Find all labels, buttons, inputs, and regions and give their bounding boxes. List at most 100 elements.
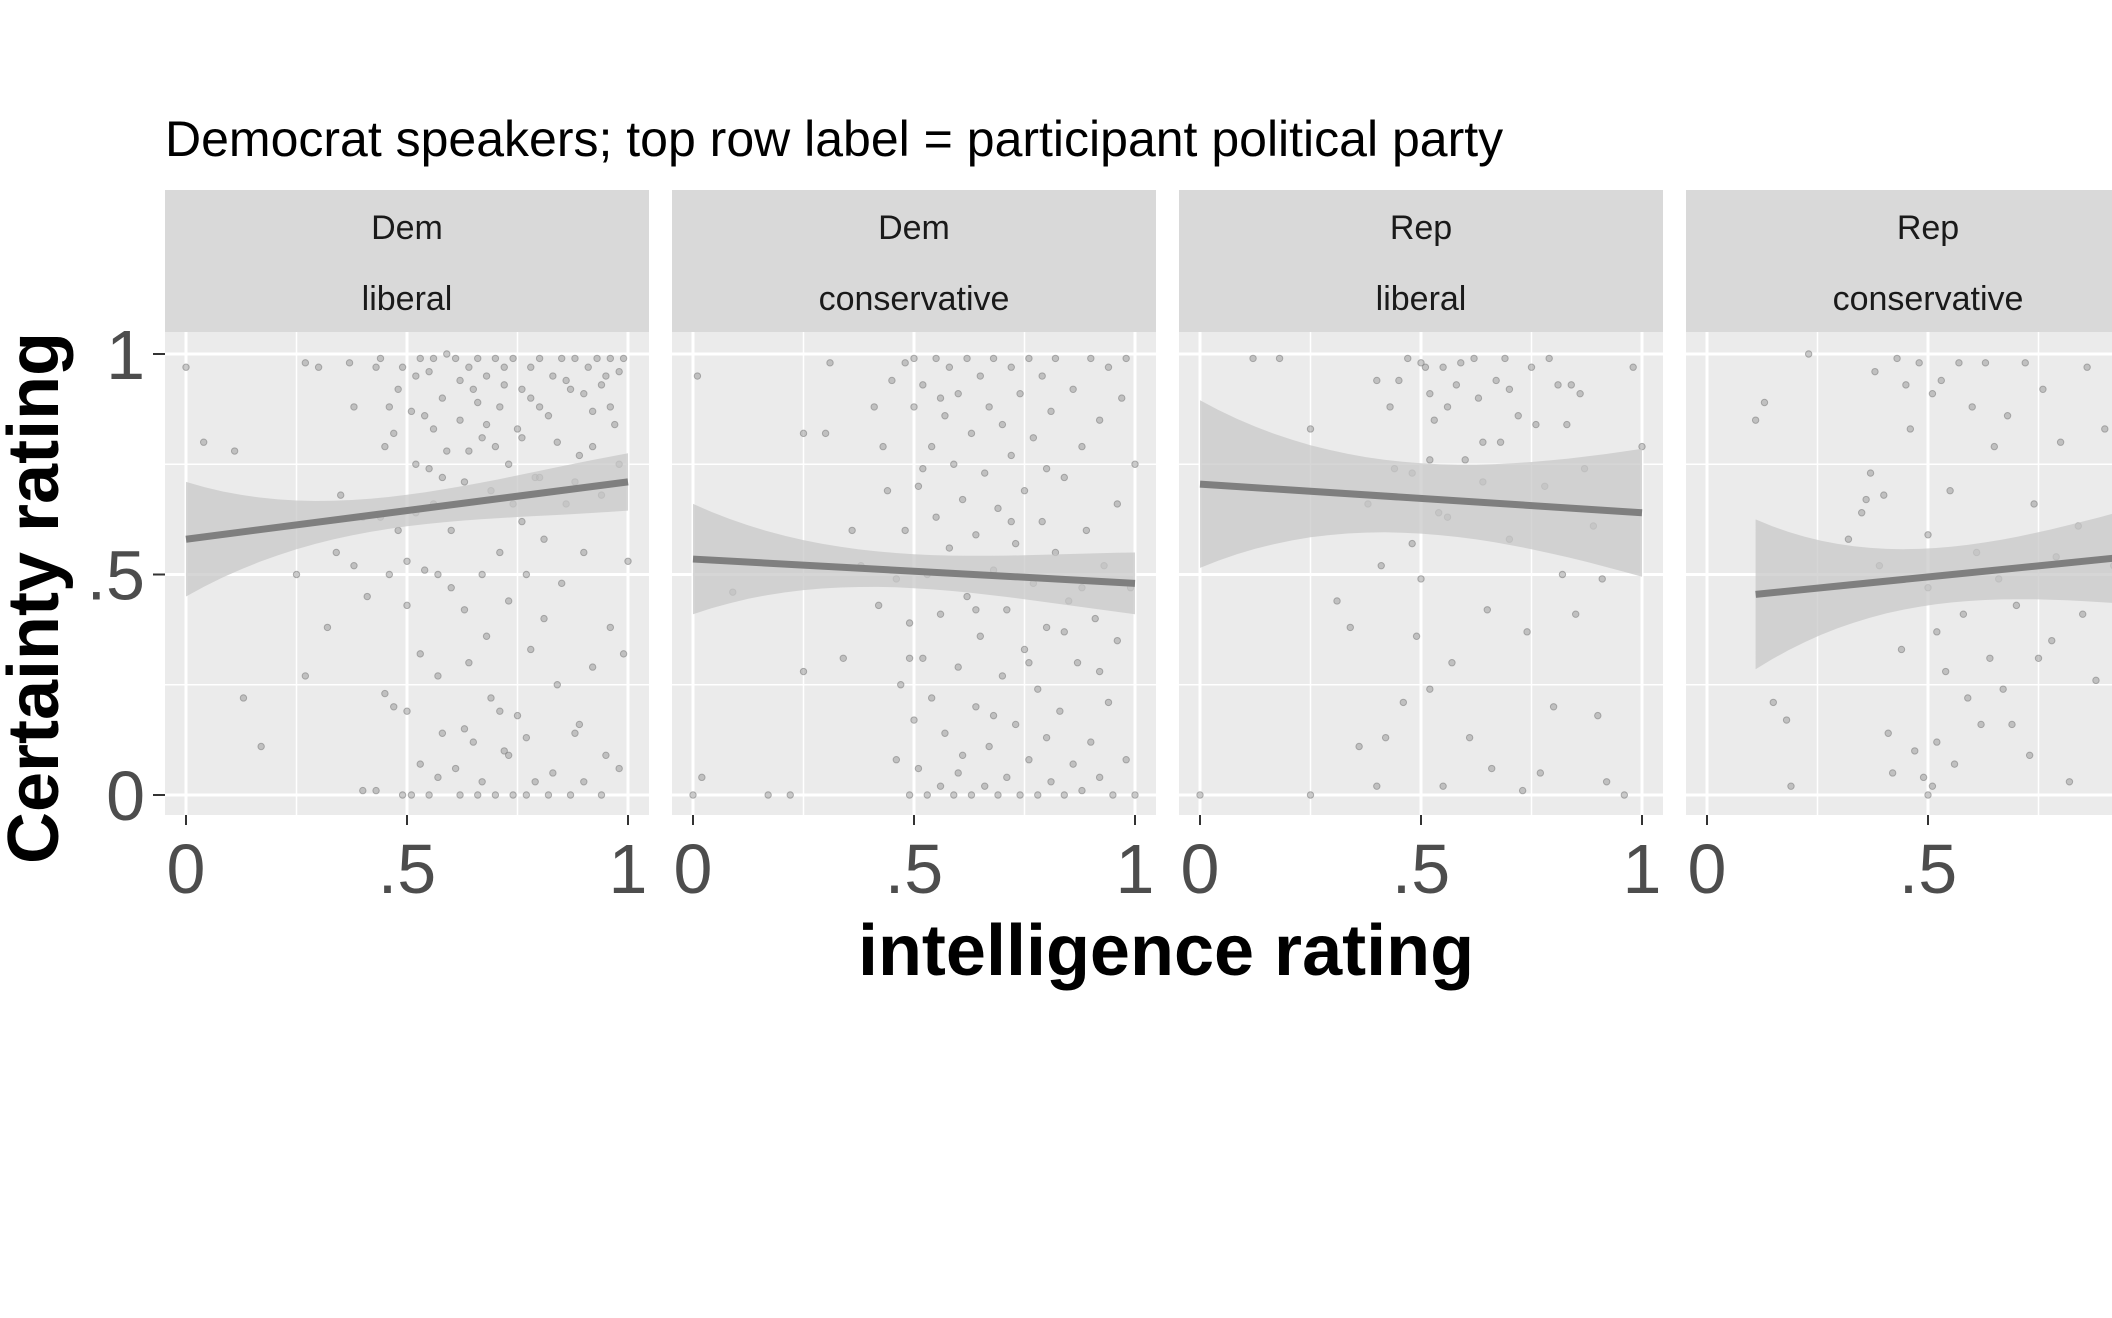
data-point [624, 557, 632, 565]
data-point [372, 363, 380, 371]
data-point [522, 791, 531, 799]
data-point [1060, 628, 1068, 636]
data-point [429, 425, 438, 433]
data-point [1470, 354, 1478, 363]
data-point [403, 707, 411, 715]
data-point [619, 354, 628, 363]
data-point [1928, 389, 1937, 398]
data-point [1443, 403, 1452, 411]
chart-subtitle: Democrat speakers; top row label = parti… [165, 111, 1503, 167]
data-point [958, 495, 967, 504]
data-point [257, 742, 265, 751]
y-axis-title: Certainty rating [0, 332, 74, 864]
data-point [398, 791, 407, 799]
data-point [398, 363, 407, 371]
data-point [1933, 628, 1941, 636]
data-point [345, 359, 354, 367]
data-point [425, 791, 433, 799]
data-point [1007, 451, 1015, 460]
data-point [1602, 778, 1611, 786]
data-point [1122, 756, 1130, 764]
facet-label-ideology: liberal [362, 280, 453, 318]
regression-line [185, 478, 629, 543]
data-point [910, 403, 918, 411]
data-point [1069, 760, 1077, 768]
data-point [1109, 791, 1117, 799]
data-point [1007, 517, 1015, 526]
data-point [901, 359, 909, 367]
data-point [403, 601, 411, 610]
x-axes: 0.510.510.510.51 [167, 815, 1957, 908]
data-point [1095, 416, 1104, 424]
data-point [1020, 487, 1029, 495]
data-point [1056, 707, 1064, 715]
data-point [474, 791, 482, 799]
data-point [239, 694, 248, 702]
data-point [1426, 389, 1434, 398]
data-point [482, 372, 491, 380]
data-point [2003, 412, 2012, 420]
facet-strip [1686, 190, 2112, 332]
data-point [905, 619, 914, 627]
data-point [1025, 659, 1033, 667]
data-point [874, 601, 883, 610]
data-point [1042, 464, 1051, 473]
data-point [2101, 425, 2109, 433]
data-point [1082, 526, 1091, 535]
data-point [1866, 469, 1875, 477]
data-point [1492, 376, 1500, 385]
data-point [2092, 676, 2100, 685]
scatter-points [689, 354, 1139, 799]
data-point [580, 778, 588, 786]
data-point [1104, 363, 1113, 371]
data-point [1457, 359, 1465, 367]
data-point [509, 354, 517, 363]
data-point [1594, 711, 1602, 720]
data-point [469, 385, 477, 393]
x-tick-label: 0 [674, 830, 713, 908]
data-point [1113, 636, 1122, 645]
data-point [2025, 751, 2034, 760]
data-point [1915, 359, 1923, 367]
data-point [535, 403, 544, 411]
data-point [1884, 729, 1892, 737]
data-point [936, 610, 945, 618]
data-point [390, 429, 398, 438]
data-point [1782, 716, 1791, 724]
data-point [1871, 367, 1879, 376]
data-point [500, 747, 508, 755]
data-point [1412, 632, 1421, 640]
data-point [998, 420, 1007, 429]
y-axis: 0.51 [87, 316, 165, 835]
data-point [1038, 517, 1046, 526]
data-point [571, 729, 579, 737]
data-point [967, 429, 976, 438]
data-point [434, 672, 442, 680]
data-point [456, 791, 464, 799]
data-point [385, 403, 394, 411]
data-point [799, 429, 808, 438]
data-point [465, 447, 473, 455]
data-point [914, 482, 923, 490]
data-point [914, 764, 923, 773]
data-point [919, 464, 927, 473]
data-point [1020, 645, 1029, 654]
data-point [1430, 416, 1438, 424]
data-point [1567, 381, 1575, 389]
data-point [292, 570, 301, 579]
data-point [689, 791, 697, 799]
data-point [412, 460, 420, 468]
data-point [1572, 610, 1580, 618]
data-point [1078, 786, 1086, 795]
data-point [1003, 773, 1011, 782]
data-point [1003, 606, 1011, 614]
data-point [314, 363, 323, 371]
data-point [359, 786, 367, 795]
data-point [1968, 403, 1976, 411]
x-tick-label: .5 [378, 830, 436, 908]
data-point [544, 412, 553, 420]
data-point [491, 442, 500, 451]
data-point [438, 729, 447, 737]
data-point [337, 491, 345, 499]
data-point [950, 460, 958, 468]
